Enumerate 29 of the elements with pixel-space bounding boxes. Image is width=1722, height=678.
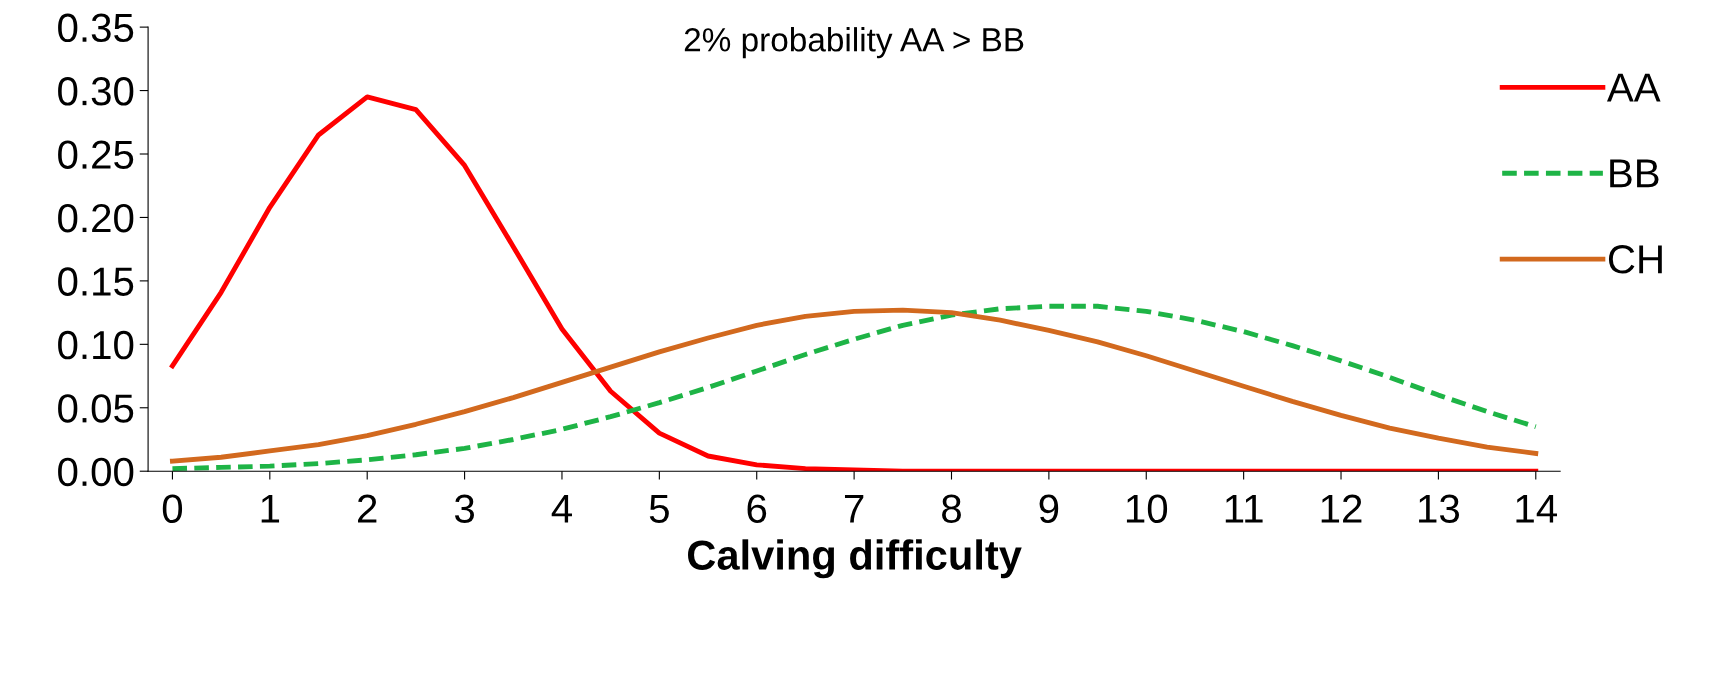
y-tick-label: 0.00 xyxy=(58,457,134,487)
y-tick-label: 0.30 xyxy=(58,77,134,106)
x-tick-label: 2 xyxy=(358,494,377,523)
legend-label: BB xyxy=(1610,159,1659,188)
legend-label: AA xyxy=(1606,73,1661,102)
x-tick-label: 3 xyxy=(454,494,475,524)
x-tick-label: 1 xyxy=(261,494,280,523)
x-tick-label: 11 xyxy=(1225,494,1263,523)
x-tick-label: 13 xyxy=(1419,494,1460,524)
line-series xyxy=(170,94,1539,472)
y-tick-label: 0.10 xyxy=(58,330,134,360)
y-tick-label: 0.35 xyxy=(58,13,134,43)
x-tick-label: 14 xyxy=(1516,494,1558,523)
x-tick-label: 9 xyxy=(1039,494,1059,524)
x-axis-title: Calving difficulty xyxy=(688,539,1022,579)
x-tick-label: 12 xyxy=(1321,494,1362,523)
x-tick-label: 10 xyxy=(1126,494,1168,524)
x-tick-label: 8 xyxy=(942,494,961,524)
y-tick-label: 0.15 xyxy=(58,267,134,296)
x-tick-label: 6 xyxy=(747,494,767,524)
x-tick-label: 7 xyxy=(844,494,864,523)
chart-title: 2% probability AA > BB xyxy=(684,27,1024,59)
y-tick-label: 0.20 xyxy=(58,203,134,233)
y-tick-label: 0.05 xyxy=(58,394,134,423)
x-tick-label: 5 xyxy=(649,494,669,524)
y-tick-label: 0.25 xyxy=(58,140,134,169)
x-tick-label: 4 xyxy=(551,494,572,523)
x-tick-label: 0 xyxy=(162,494,183,524)
legend-label: CH xyxy=(1608,245,1662,274)
